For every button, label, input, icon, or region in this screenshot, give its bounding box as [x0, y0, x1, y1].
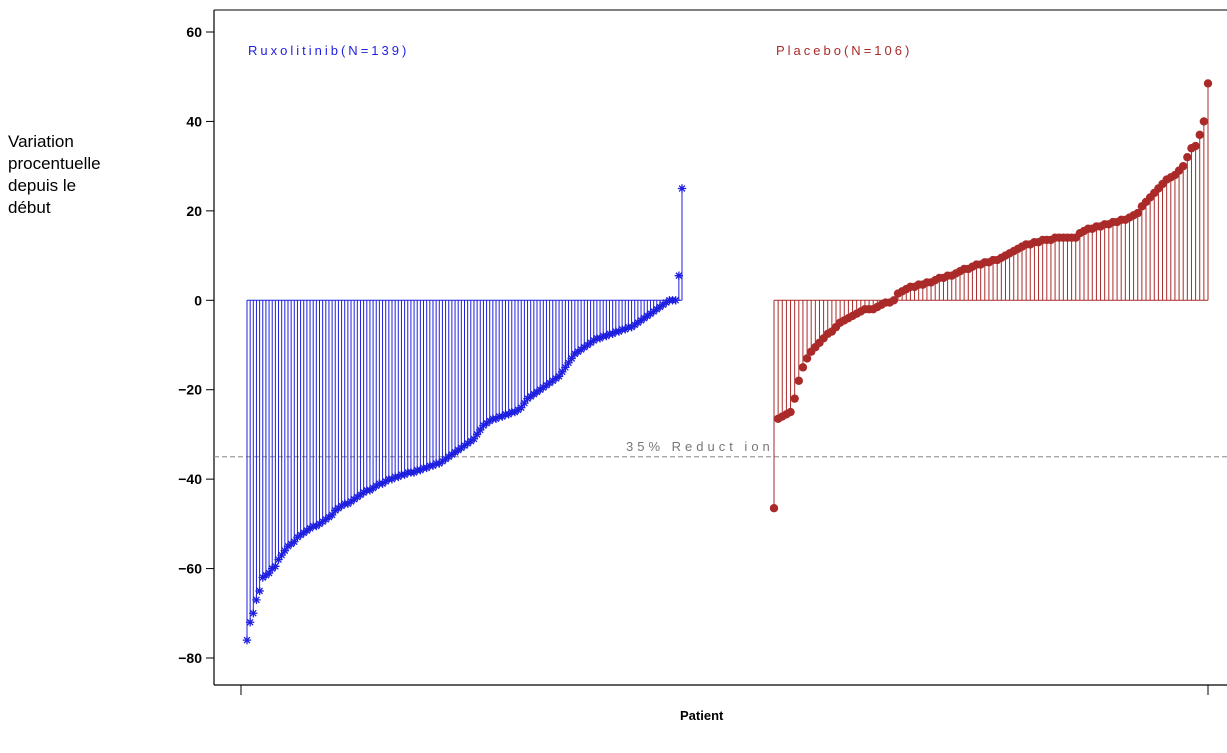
- y-axis-label-line: début: [8, 198, 51, 217]
- data-point: [277, 550, 286, 560]
- y-axis: 60 40 20 0 −20 −40 −60 −80: [178, 24, 214, 666]
- data-point: [290, 537, 299, 546]
- x-axis-label: Patient: [680, 708, 724, 723]
- data-point: [567, 354, 576, 363]
- y-axis-label-line: procentuelle: [8, 154, 101, 173]
- data-point: [274, 555, 283, 564]
- data-point: [252, 595, 261, 605]
- data-point: [517, 403, 526, 412]
- ruxolitinib-series: [242, 184, 687, 645]
- y-tick-label: −80: [178, 650, 202, 666]
- data-point: [245, 618, 255, 627]
- y-tick-label: −40: [178, 471, 202, 487]
- data-point: [520, 398, 529, 408]
- y-axis-label: Variation procentuelle depuis le début: [8, 131, 148, 219]
- data-point: [476, 425, 485, 435]
- data-point: [677, 184, 687, 193]
- legend-ruxolitinib: Ruxolitinib(N=139): [248, 43, 409, 58]
- y-axis-label-line: Variation: [8, 132, 74, 151]
- data-point: [554, 372, 564, 381]
- data-point: [472, 430, 482, 439]
- data-point: [255, 586, 264, 596]
- reference-line-label: 35% Reduct ion: [626, 439, 774, 454]
- data-point: [794, 376, 803, 385]
- legend-placebo: Placebo(N=106): [776, 43, 912, 58]
- data-point: [242, 635, 252, 645]
- placebo-series: [769, 79, 1213, 513]
- data-point: [790, 394, 799, 403]
- data-point: [1195, 130, 1204, 140]
- data-point: [561, 363, 570, 372]
- plot-frame: [213, 9, 1227, 695]
- data-point: [1183, 153, 1192, 162]
- data-point: [769, 504, 779, 513]
- y-tick-label: −20: [178, 382, 202, 398]
- data-point: [558, 367, 567, 377]
- data-point: [798, 363, 808, 372]
- y-tick-label: 40: [186, 113, 202, 129]
- y-tick-label: 20: [186, 203, 202, 219]
- data-point: [889, 296, 899, 305]
- y-tick-label: −60: [178, 561, 202, 577]
- data-point: [327, 510, 337, 520]
- data-point: [674, 271, 684, 280]
- data-point: [1203, 79, 1213, 88]
- y-tick-label: 0: [194, 292, 202, 308]
- data-point: [564, 358, 573, 368]
- data-point: [469, 434, 479, 444]
- data-point: [671, 296, 680, 305]
- data-point: [271, 562, 280, 571]
- data-point: [1191, 141, 1200, 151]
- data-point: [249, 609, 258, 618]
- data-point: [786, 407, 795, 417]
- data-point: [1199, 117, 1209, 126]
- data-point: [802, 354, 812, 363]
- y-axis-label-line: depuis le: [8, 176, 77, 195]
- y-tick-label: 60: [186, 24, 202, 40]
- data-point: [1179, 161, 1188, 171]
- data-point: [280, 546, 290, 555]
- data-point: [264, 568, 274, 578]
- data-point: [1133, 208, 1142, 218]
